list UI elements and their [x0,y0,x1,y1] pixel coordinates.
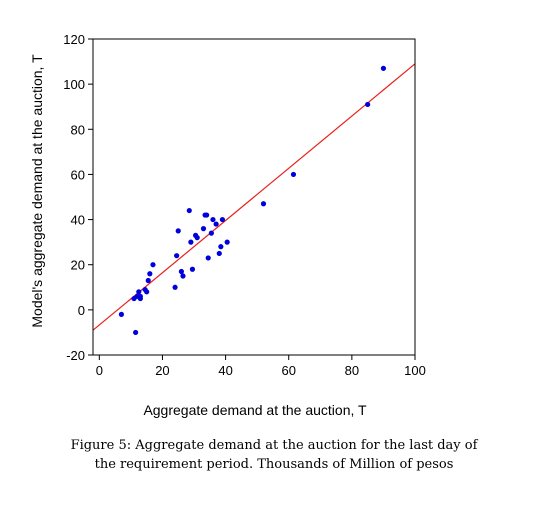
y-tick-label: 60 [71,167,85,182]
points-layer [118,65,387,336]
y-axis-title: Model's aggregate demand at the auction,… [29,54,45,328]
data-point [260,201,267,207]
data-point [136,289,142,295]
data-point [365,101,371,108]
fit-line-layer [92,63,416,331]
y-tick-label: 20 [71,258,85,273]
x-tick-label: 20 [155,363,169,378]
data-point [213,221,219,227]
x-tick-label: 60 [281,363,295,378]
data-point [174,253,180,259]
data-point [216,250,222,257]
data-point [172,284,178,290]
data-point [208,230,214,236]
data-point [218,244,224,250]
data-point [224,239,230,245]
y-tick-label: 100 [63,77,85,92]
data-point [210,216,216,223]
data-point [186,207,192,214]
data-point [189,266,196,272]
y-tick-label: -20 [66,348,85,363]
x-axis-title: Aggregate demand at the auction, T [143,402,367,418]
y-tick-label: 120 [63,32,85,47]
y-tick-label: 40 [71,213,85,228]
data-point [200,226,207,232]
data-point [133,329,139,336]
ticks-layer: 0 20 40 60 80 100 -20 0 20 40 60 80 100 120 [63,32,426,378]
fit-line [92,63,416,331]
data-point [180,273,186,279]
data-point [290,171,297,178]
data-point [147,271,153,277]
y-tick-label: 80 [71,122,85,137]
data-point [219,216,226,223]
data-point [137,293,143,299]
data-point [380,65,387,71]
x-tick-label: 0 [96,363,103,378]
data-point [204,212,210,218]
data-point [175,228,181,234]
x-tick-label: 100 [404,363,426,378]
data-point [188,239,194,245]
scatter-chart: 0 20 40 60 80 100 -20 0 20 40 60 80 100 120 Aggregate… [29,32,426,418]
data-point [205,255,211,261]
data-point [145,277,151,284]
data-point [118,311,125,317]
data-point [144,289,150,295]
y-tick-label: 0 [78,303,85,318]
x-tick-label: 40 [218,363,232,378]
plot-frame [92,38,416,356]
caption-line-2: the requirement period. Thousands of Mil… [94,457,454,472]
data-point [150,262,156,268]
figure-caption: Figure 5: Aggregate demand at the auctio… [0,436,548,474]
data-point [194,235,200,241]
data-point [178,268,184,275]
x-tick-label: 80 [345,363,359,378]
caption-line-1: Figure 5: Aggregate demand at the auctio… [70,438,478,453]
